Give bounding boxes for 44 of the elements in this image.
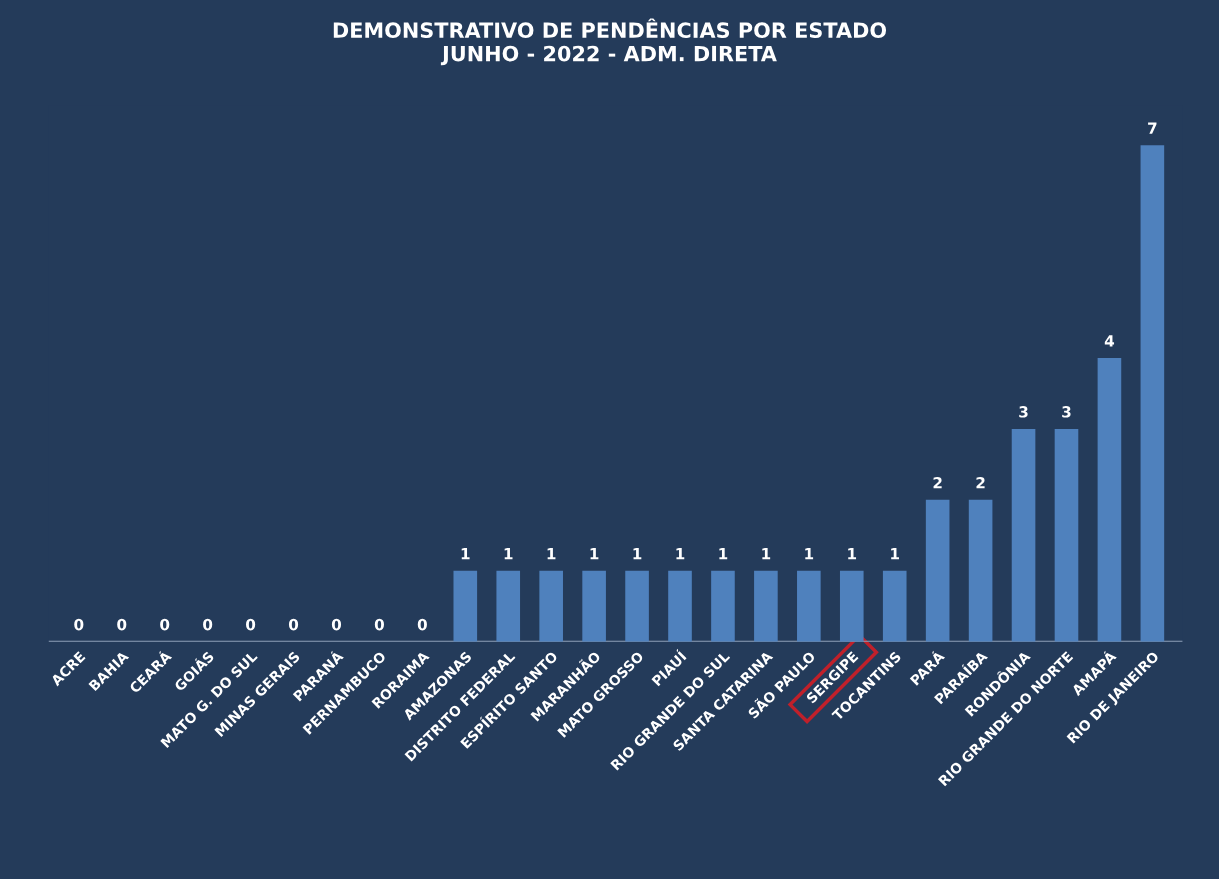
bar	[453, 570, 478, 642]
data-label: 2	[976, 476, 985, 489]
data-label: 1	[676, 548, 685, 560]
data-label: 1	[762, 548, 771, 560]
data-label: 1	[805, 548, 814, 560]
bar	[1140, 145, 1165, 642]
data-label: 0	[288, 618, 299, 631]
bar	[496, 570, 521, 642]
bar	[797, 570, 821, 642]
bar	[625, 570, 649, 642]
bar	[754, 570, 778, 642]
bar	[925, 499, 950, 642]
bar	[839, 570, 864, 642]
data-label: 7	[1148, 122, 1157, 134]
chart-title: DEMONSTRATIVO DE PENDÊNCIAS POR ESTADO JUNHO - 2022 - ADM. DIRETA	[333, 18, 887, 66]
data-label: 0	[160, 618, 170, 631]
data-label: 3	[1062, 406, 1071, 418]
bar	[668, 570, 692, 642]
data-label: 0	[331, 618, 342, 631]
bar	[882, 570, 907, 642]
data-label: 1	[590, 548, 599, 560]
data-label: 0	[246, 618, 256, 631]
data-label: 1	[719, 548, 728, 560]
bar	[968, 499, 993, 642]
bar	[1097, 357, 1122, 642]
data-label: 1	[848, 548, 857, 560]
data-label: 1	[504, 548, 513, 560]
bar	[1011, 428, 1036, 642]
data-label: 2	[933, 476, 942, 489]
data-label: 4	[1104, 335, 1115, 347]
data-label: 1	[633, 548, 642, 560]
data-label: 0	[417, 618, 427, 631]
data-label: 3	[1019, 406, 1028, 418]
bar	[711, 570, 735, 642]
data-label: 0	[74, 618, 84, 631]
data-label: 1	[461, 548, 470, 560]
data-label: 1	[891, 548, 899, 560]
data-label: 1	[547, 548, 556, 560]
bar	[1054, 428, 1079, 642]
bar	[582, 570, 606, 642]
bar	[539, 570, 563, 642]
data-label: 0	[117, 618, 127, 631]
data-label: 0	[203, 618, 213, 631]
data-label: 0	[374, 618, 384, 631]
